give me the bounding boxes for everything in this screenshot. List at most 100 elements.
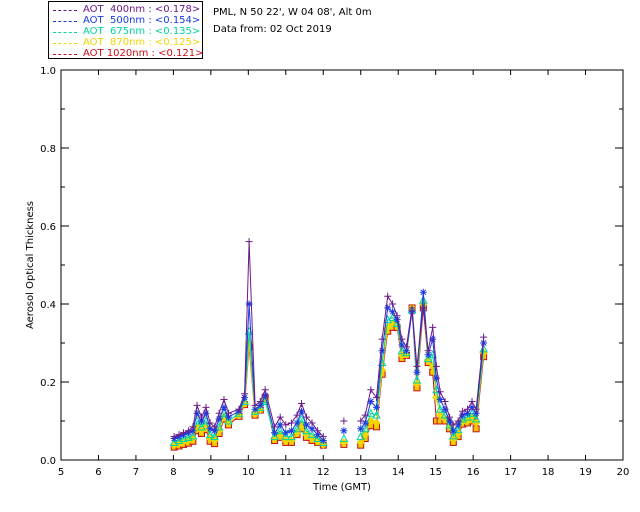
data-point [205,430,215,439]
data-point [480,333,488,341]
date-info: Data from: 02 Oct 2019 [213,24,332,35]
data-point [202,409,210,417]
y-tick-label: 0.0 [40,456,56,467]
data-point [367,386,375,394]
data-point [372,394,380,402]
x-tick-label: 12 [317,467,330,478]
data-point [241,390,249,398]
data-point [361,419,369,427]
data-point [211,427,219,435]
data-point [398,335,406,343]
data-point [302,413,310,421]
series-3 [169,299,488,450]
data-point [276,421,284,429]
data-point [464,405,472,413]
data-point [389,308,397,316]
data-point [463,412,472,421]
x-tick-label: 11 [279,467,292,478]
data-point [367,398,375,405]
data-point [175,431,183,439]
data-point [179,433,188,443]
data-point [287,419,295,427]
data-point [271,429,279,437]
legend-label: AOT 400nm : <0.178> [83,4,201,15]
data-point [389,300,397,308]
data-point [384,304,392,312]
series-layer [169,238,488,451]
data-point [402,347,410,355]
data-point [220,396,228,404]
data-point [211,423,219,431]
data-point [398,341,406,349]
data-point [220,403,228,411]
data-point [393,312,401,320]
data-point [413,362,421,370]
x-tick-label: 7 [133,467,139,478]
data-point [297,414,306,423]
data-point [307,430,317,439]
x-tick-label: 16 [467,467,480,478]
data-point [206,419,214,427]
data-point [402,343,410,351]
data-point [339,433,349,443]
data-point [224,413,232,421]
x-tick-label: 5 [58,467,64,478]
data-point [361,411,369,419]
legend-label: AOT 1020nm : <0.121> [83,48,204,59]
data-point [429,335,437,343]
data-point [435,410,445,420]
legend-item-1020nm: AOT 1020nm : <0.121> [53,48,204,60]
data-point [245,238,253,246]
data-point [468,403,476,411]
series-0 [170,238,488,441]
data-point [314,427,322,435]
data-point [468,398,476,405]
x-axis-label: Time (GMT) [312,482,371,493]
legend-item-870nm: AOT 870nm : <0.125> [53,37,203,49]
legend-item-500nm: AOT 500nm : <0.154> [53,15,203,27]
data-point [413,368,421,376]
data-point [170,433,178,441]
data-point [459,411,467,419]
data-point [188,431,198,440]
data-point [261,392,269,400]
x-tick-label: 14 [392,467,405,478]
data-point [193,401,201,409]
legend-line-icon [53,21,77,22]
data-point [287,432,296,441]
data-point [202,403,210,411]
data-point [224,409,232,417]
data-point [206,425,214,433]
legend-item-675nm: AOT 675nm : <0.135> [53,26,203,38]
y-tick-label: 0.6 [40,222,56,233]
data-point [408,304,416,312]
x-tick-label: 20 [617,467,630,478]
data-point [241,394,249,402]
data-point [251,401,259,409]
data-point [454,417,462,425]
legend-label: AOT 675nm : <0.135> [83,26,201,37]
legend: AOT 400nm : <0.178> AOT 500nm : <0.154> … [48,1,203,59]
data-point [271,423,279,431]
data-point [446,417,454,425]
data-point [449,427,457,435]
data-point [340,427,348,435]
data-point [464,409,472,417]
x-tick-label: 18 [542,467,555,478]
data-point [302,426,311,435]
data-point [293,411,301,419]
data-point [436,388,444,396]
data-point [432,374,440,382]
series-line [360,294,485,426]
data-point [436,396,444,404]
data-point [432,362,440,370]
data-point [423,354,433,363]
data-point [377,366,387,375]
data-point [245,300,253,308]
data-point [356,438,365,447]
y-axis-label: Aerosol Optical Thickness [25,201,36,329]
data-point [256,401,264,409]
data-point [308,425,316,433]
data-point [308,419,316,427]
